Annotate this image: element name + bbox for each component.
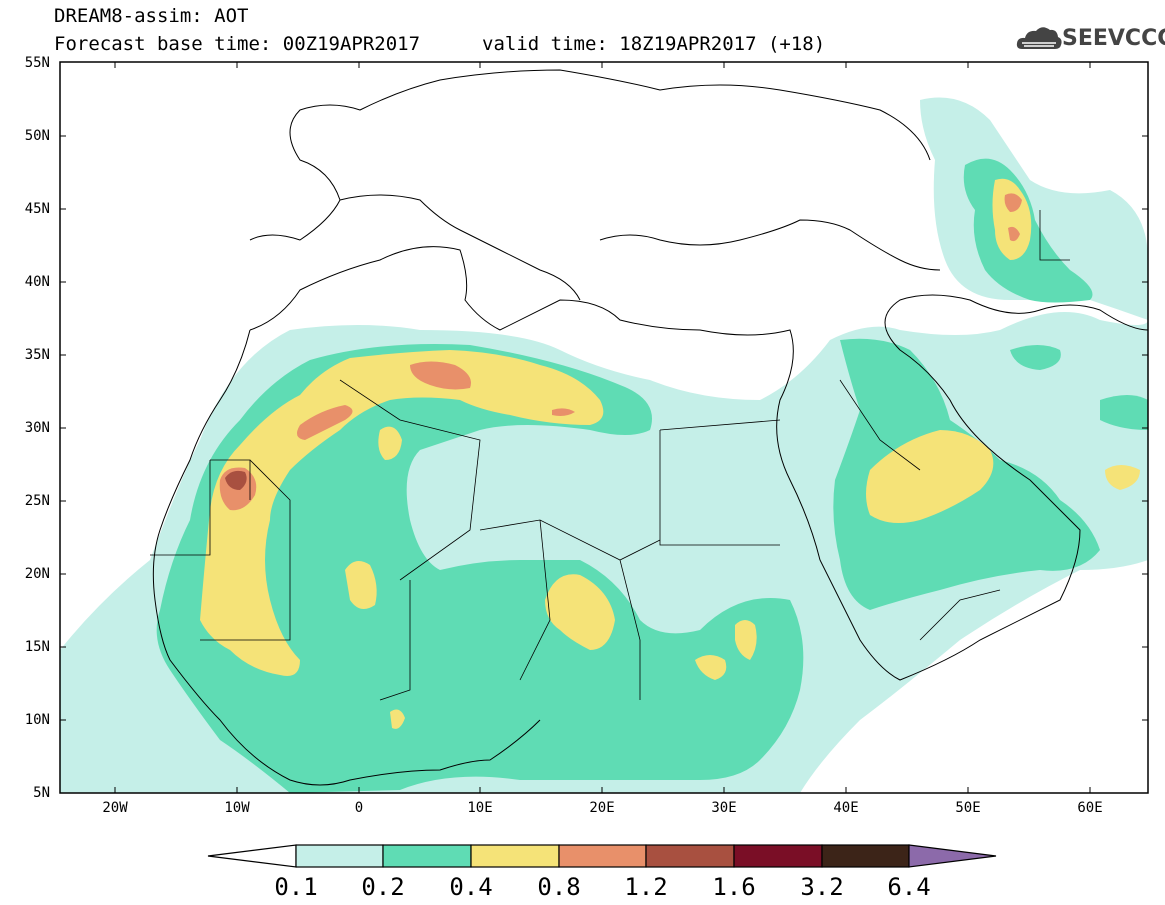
lat-label: 20N xyxy=(24,566,50,582)
colorbar-label: 0.8 xyxy=(537,873,581,901)
colorbar xyxy=(207,844,997,868)
colorbar-swatch-1.6 xyxy=(733,844,823,868)
lon-label: 60E xyxy=(1077,800,1103,816)
colorbar-label: 0.1 xyxy=(274,873,318,901)
lon-label: 10W xyxy=(224,800,250,816)
colorbar-swatch-3.2 xyxy=(821,844,910,868)
aot-field-1.2 xyxy=(225,470,247,490)
title-line-1: DREAM8-assim: AOT xyxy=(54,5,249,27)
lat-label: 15N xyxy=(24,639,50,655)
lon-label: 50E xyxy=(955,800,981,816)
colorbar-swatch-1.2 xyxy=(645,844,735,868)
lat-label: 35N xyxy=(24,347,50,363)
lon-label: 40E xyxy=(833,800,859,816)
aot-field-0.8 xyxy=(219,193,1022,511)
colorbar-label: 6.4 xyxy=(887,873,931,901)
title-line-2: Forecast base time: 00Z19APR2017 xyxy=(54,33,421,55)
lon-label: 30E xyxy=(711,800,737,816)
logo-text: SEEVCCC xyxy=(1062,26,1165,51)
colorbar-swatch-0.8 xyxy=(558,844,647,868)
lat-label: 45N xyxy=(24,201,50,217)
colorbar-under-triangle xyxy=(207,844,297,868)
lat-label: 10N xyxy=(24,712,50,728)
colorbar-over-triangle xyxy=(908,844,997,868)
lat-label: 5N xyxy=(33,785,50,801)
lat-label: 50N xyxy=(24,128,50,144)
colorbar-swatch-0.1 xyxy=(295,844,384,868)
colorbar-label: 1.6 xyxy=(712,873,756,901)
lat-label: 40N xyxy=(24,274,50,290)
lat-ticks xyxy=(60,61,1148,721)
lon-label: 20E xyxy=(589,800,615,816)
cloud-logo-icon xyxy=(1016,27,1062,49)
colorbar-label: 3.2 xyxy=(800,873,844,901)
colorbar-swatch-0.2 xyxy=(382,844,472,868)
lon-ticks xyxy=(114,62,1091,793)
country-borders xyxy=(150,210,1070,701)
colorbar-label: 1.2 xyxy=(624,873,668,901)
colorbar-label: 0.4 xyxy=(449,873,493,901)
lat-label: 30N xyxy=(24,420,50,436)
lon-label: 10E xyxy=(467,800,493,816)
lon-label: 0 xyxy=(354,800,364,816)
colorbar-swatch-0.4 xyxy=(470,844,560,868)
lat-label: 55N xyxy=(24,55,50,71)
coastlines xyxy=(152,69,1148,786)
lat-label: 25N xyxy=(24,493,50,509)
valid-time: valid time: 18Z19APR2017 (+18) xyxy=(482,33,826,55)
lon-label: 20W xyxy=(102,800,128,816)
colorbar-label: 0.2 xyxy=(361,873,405,901)
